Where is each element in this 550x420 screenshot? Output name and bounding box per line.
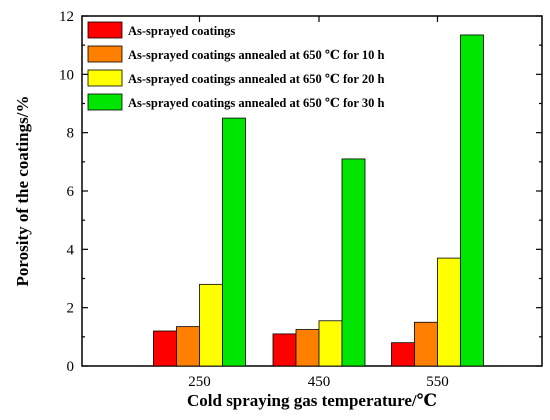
y-axis-ticks: 0 2 4 6 8 10 12 bbox=[59, 9, 542, 375]
bar bbox=[199, 283, 223, 367]
bars bbox=[153, 34, 484, 367]
y-tick-label: 0 bbox=[67, 359, 75, 375]
bar bbox=[460, 34, 484, 367]
bar bbox=[295, 329, 320, 367]
bar bbox=[341, 158, 366, 367]
legend-swatch bbox=[87, 21, 123, 39]
legend-label: As-sprayed coatings annealed at 650 ℃ fo… bbox=[128, 72, 384, 86]
bar bbox=[437, 257, 461, 367]
legend: As-sprayed coatings As-sprayed coatings a… bbox=[87, 21, 384, 111]
x-tick-label: 450 bbox=[308, 374, 331, 390]
x-axis-title: Cold spraying gas temperature/℃ bbox=[187, 391, 437, 410]
x-axis-ticks: 250 450 550 bbox=[188, 16, 449, 390]
y-tick-label: 8 bbox=[67, 126, 75, 142]
x-tick-label: 250 bbox=[188, 374, 211, 390]
legend-swatch bbox=[87, 45, 123, 63]
y-axis-title: Porosity of the coatings/% bbox=[13, 96, 32, 287]
legend-swatch bbox=[87, 93, 123, 111]
bar bbox=[272, 333, 297, 367]
bar bbox=[176, 326, 200, 367]
legend-swatch bbox=[87, 69, 123, 87]
y-tick-label: 4 bbox=[67, 242, 75, 258]
legend-label: As-sprayed coatings bbox=[128, 24, 235, 38]
legend-label: As-sprayed coatings annealed at 650 ℃ fo… bbox=[128, 96, 384, 110]
bar bbox=[222, 117, 246, 367]
y-tick-label: 12 bbox=[59, 9, 74, 25]
x-tick-label: 550 bbox=[426, 374, 449, 390]
legend-label: As-sprayed coatings annealed at 650 ℃ fo… bbox=[128, 48, 384, 62]
y-tick-label: 6 bbox=[67, 184, 75, 200]
y-tick-label: 2 bbox=[67, 301, 75, 317]
y-tick-label: 10 bbox=[59, 67, 74, 83]
bar bbox=[391, 342, 415, 367]
bar bbox=[318, 320, 343, 367]
bar bbox=[153, 330, 177, 367]
bar bbox=[414, 321, 438, 367]
